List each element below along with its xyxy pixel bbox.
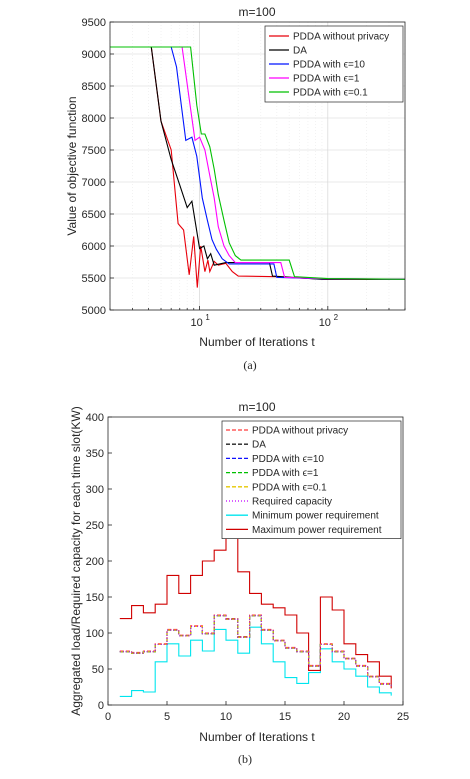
chart-b-ticks: 0 50 100 150 200 250 300 350 400 0 5 10 15 20 25 — [86, 412, 409, 723]
chart-b-legend-label: Required capacity — [252, 497, 332, 508]
chart-a-ytick-label: 6000 — [82, 241, 106, 253]
chart-a-ytick-label: 9500 — [82, 17, 106, 29]
chart-a-series-line-1 — [110, 46, 405, 288]
chart-b-legend-box — [221, 420, 402, 539]
chart-a-legend-label: DA — [293, 46, 307, 57]
chart-b-ytick-label: 350 — [86, 448, 104, 460]
chart-a-ytick-label: 5000 — [82, 305, 106, 317]
chart-b-series — [119, 535, 392, 697]
chart-b-series-line-8 — [119, 535, 392, 689]
chart-a-title: m=100 — [238, 5, 275, 19]
chart-a-legend-label: PDDA with ϵ=1 — [293, 74, 360, 85]
chart-b-ytick-label: 150 — [86, 592, 104, 604]
chart-a-legend-label: PDDA with ϵ=10 — [293, 60, 365, 71]
chart-a-legend: PDDA without privacy DA PDDA with ϵ=10 PDDA… — [264, 25, 404, 103]
chart-a-ticks: 5000 5500 6000 6500 7000 7500 8000 8500 9000 9500… — [82, 17, 406, 329]
chart-a-ytick-label: 6500 — [82, 209, 106, 221]
chart-a-legend-label: PDDA without privacy — [293, 32, 389, 43]
chart-b-xtick-label: 20 — [338, 711, 350, 723]
chart-a-ytick-label: 7000 — [82, 177, 106, 189]
chart-b-xtick-label: 25 — [397, 711, 409, 723]
chart-b-caption: (b) — [238, 752, 252, 766]
chart-a-xtick-label: 10 — [190, 317, 202, 329]
chart-b-xlabel: Number of Iterations t — [199, 730, 315, 744]
chart-b-series-line-6 — [119, 615, 392, 686]
chart-b-legend-label: Maximum power requirement — [252, 525, 382, 536]
chart-b-ytick-label: 200 — [86, 556, 104, 568]
chart-a-xtick-label: 10 — [319, 317, 331, 329]
chart-a-series-line-5 — [110, 46, 406, 280]
chart-b-ylabel: Aggregated load/Required capacity for ea… — [69, 406, 83, 716]
chart-a-ylabel: Value of objective function — [65, 96, 79, 235]
chart-b-legend-label: PDDA with ϵ=10 — [252, 454, 324, 465]
chart-b-legend: PDDA without privacy DA PDDA with ϵ=10 PDDA… — [221, 420, 402, 539]
chart-b-xtick-label: 15 — [279, 711, 291, 723]
chart-a: 5000 5500 6000 6500 7000 7500 8000 8500 9000 9500… — [65, 5, 406, 372]
chart-a-axes-box — [109, 21, 406, 311]
chart-b-legend-label: PDDA with ϵ=1 — [252, 468, 319, 479]
chart-b-xtick-label: 5 — [164, 711, 170, 723]
chart-a-series-line-3 — [110, 46, 406, 280]
chart-a-ytick-label: 5500 — [82, 273, 106, 285]
chart-b-legend-label: PDDA without privacy — [252, 426, 348, 437]
chart-b-legend-label: DA — [252, 440, 266, 451]
chart-b-ytick-label: 300 — [86, 484, 104, 496]
chart-a-xlabel: Number of Iterations t — [199, 335, 315, 349]
chart-a-series-line-4 — [110, 46, 406, 280]
chart-a-ytick-label: 8500 — [82, 81, 106, 93]
chart-a-legend-label: PDDA with ϵ=0.1 — [293, 88, 368, 99]
chart-a-caption: (a) — [243, 358, 256, 372]
chart-a-series — [110, 46, 406, 288]
chart-b-ytick-label: 400 — [86, 412, 104, 424]
chart-b-ytick-label: 100 — [86, 628, 104, 640]
chart-b-ytick-label: 50 — [92, 664, 104, 676]
chart-b-title: m=100 — [238, 400, 275, 414]
chart-a-ytick-label: 7500 — [82, 145, 106, 157]
chart-b-xtick-label: 0 — [105, 711, 111, 723]
chart-a-series-line-2 — [110, 46, 405, 280]
chart-b-ytick-label: 250 — [86, 520, 104, 532]
chart-b-ytick-label: 0 — [98, 700, 104, 712]
chart-a-ytick-label: 9000 — [82, 49, 106, 61]
chart-b-legend-label: Minimum power requirement — [252, 511, 379, 522]
chart-b-legend-label: PDDA with ϵ=0.1 — [252, 482, 327, 493]
chart-a-ytick-label: 8000 — [82, 113, 106, 125]
chart-a-xtick-exponent: 1 — [205, 313, 210, 322]
chart-a-xtick-exponent: 2 — [334, 313, 339, 322]
chart-b-xtick-label: 10 — [220, 711, 232, 723]
chart-b: 0 50 100 150 200 250 300 350 400 0 5 10 15 20 25 m=100… — [69, 400, 409, 766]
